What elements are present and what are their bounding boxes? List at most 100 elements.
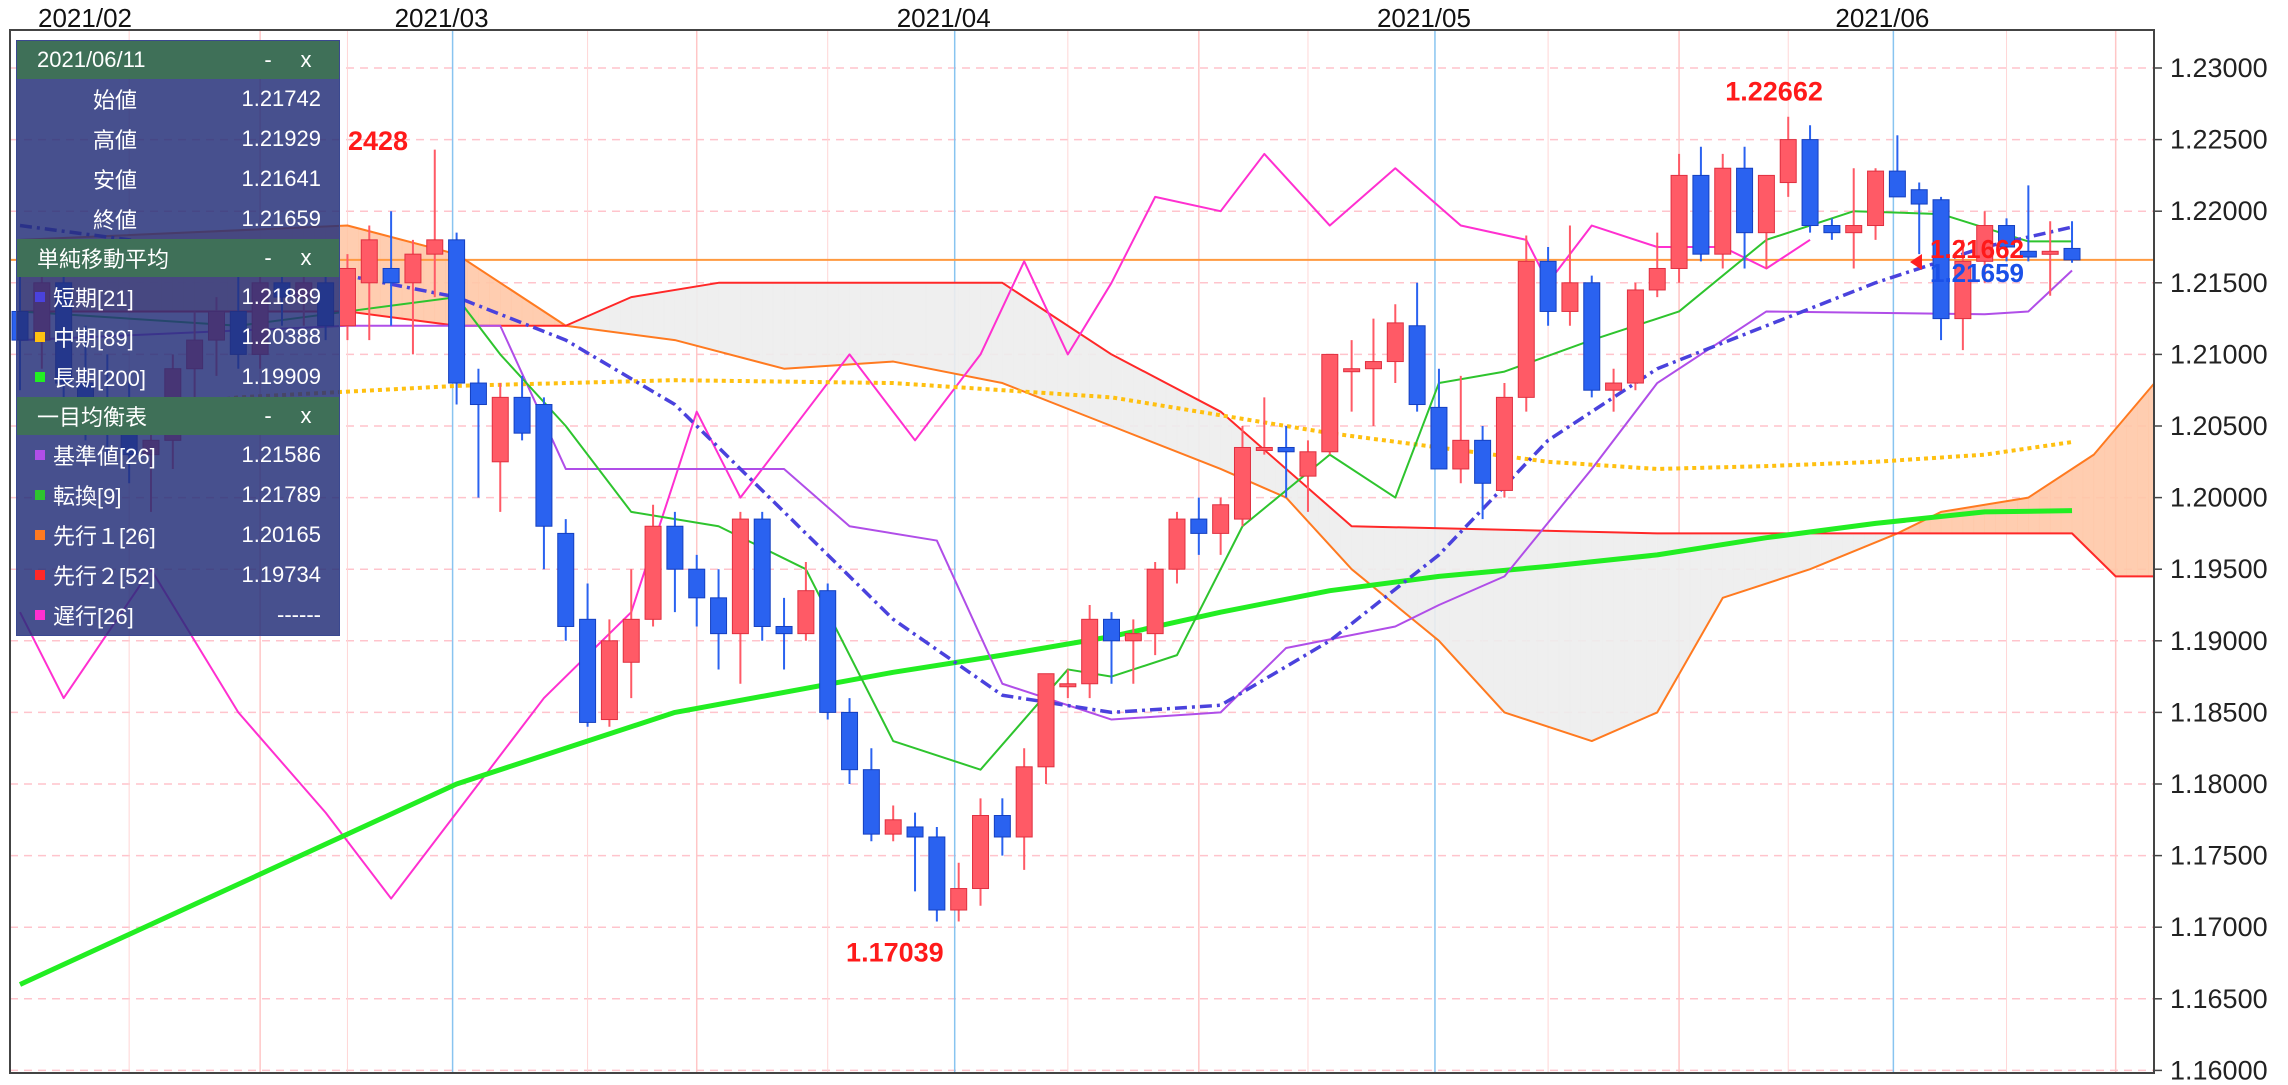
kumo-cloud-segment (707, 282, 719, 352)
kumo-cloud-segment (1766, 533, 1778, 584)
y-axis-tick-label: 1.21000 (2170, 339, 2268, 369)
sma-label: 長期[200] (53, 366, 146, 391)
senkou-a-line (19, 224, 2154, 743)
candle-body (1452, 439, 1470, 470)
candle-body (1190, 518, 1208, 534)
y-axis-tick-label: 1.16500 (2170, 984, 2268, 1014)
sma-long-line (18, 508, 2073, 987)
sma-legend-header: 単純移動平均 - x (17, 239, 339, 277)
kumo-cloud-segment (1515, 529, 1527, 720)
candle-body (972, 815, 990, 890)
kumo-cloud-segment (1558, 530, 1571, 735)
kumo-cloud-segment (2006, 499, 2018, 534)
candle-body (1976, 225, 1994, 262)
kumo-cloud-segment (1646, 532, 1658, 718)
kumo-cloud-segment (1547, 530, 1560, 731)
ichimoku-label: 先行１[26] (53, 524, 156, 549)
candle-body (1910, 189, 1928, 205)
sma-short-line (19, 223, 2073, 715)
candle-body (862, 769, 880, 835)
ichimoku-value: 1.21789 (241, 482, 321, 507)
sma-minimize-button[interactable]: - (264, 245, 272, 270)
kumo-cloud-segment (2082, 454, 2095, 556)
kumo-cloud-segment (1984, 502, 1996, 534)
sma-label: 短期[21] (53, 286, 134, 311)
ichimoku-value: 1.21586 (241, 442, 321, 467)
sma-rows: 短期[21] 1.21889 中期[89] 1.20388 長期[200] 1.19909 (17, 277, 339, 397)
candle-body (928, 836, 946, 911)
y-axis-tick-label: 1.22000 (2170, 196, 2268, 226)
ichimoku-value: 1.20165 (241, 522, 321, 547)
candle-body (1037, 673, 1055, 768)
candle-body (1583, 282, 1601, 391)
candle-body (1321, 353, 1339, 453)
kumo-cloud-segment (2115, 415, 2127, 577)
sma-close-button[interactable]: x (300, 245, 312, 270)
kumo-cloud-segment (2093, 440, 2106, 567)
kumo-cloud-segment (1154, 376, 1167, 448)
kumo-cloud-segment (1624, 532, 1636, 728)
indicator-legend-panel: 2021/06/11 - x 始値 1.21742 高値 1.21929 安値 1.216… (16, 40, 340, 636)
candle-body (731, 518, 749, 635)
kumo-cloud-segment (1460, 528, 1472, 678)
kumo-cloud-segment (1962, 506, 1975, 534)
candle-body (1605, 382, 1623, 391)
sma-value: 1.19909 (241, 364, 321, 389)
ohlc-minimize-button[interactable]: - (264, 47, 272, 72)
candle-body (1495, 396, 1513, 491)
kumo-cloud-segment (1143, 371, 1156, 444)
kumo-cloud-segment (914, 282, 927, 369)
kumo-cloud-segment (1122, 359, 1134, 436)
candle-body (841, 711, 859, 771)
candle-body (1626, 289, 1644, 384)
ichimoku-value: ------ (277, 602, 321, 627)
candle-body (1233, 446, 1251, 520)
kumo-cloud-segment (1427, 527, 1440, 642)
last-price-arrow (1910, 254, 1922, 270)
candle-body (1277, 446, 1295, 453)
candle-body (360, 239, 378, 284)
kumo-cloud-segment (936, 282, 949, 373)
y-axis-tick-label: 1.20000 (2170, 483, 2268, 513)
kumo-cloud-segment (423, 245, 436, 324)
kumo-cloud-segment (674, 287, 687, 344)
y-axis-tick-label: 1.23000 (2170, 53, 2268, 83)
kumo-cloud-segment (805, 282, 818, 368)
ohlc-label: 安値 (93, 168, 138, 193)
candle-body (1648, 267, 1666, 291)
kumo-cloud-segment (1384, 526, 1396, 606)
x-axis-month-label: 2021/06 (1835, 3, 1929, 33)
ichimoku-close-button[interactable]: x (300, 403, 312, 428)
kumo-cloud-segment (1176, 388, 1189, 457)
kumo-cloud-segment (1536, 530, 1549, 728)
kumo-cloud-segment (827, 282, 839, 367)
ichimoku-row: 転換[9] 1.21789 (17, 475, 339, 515)
kumo-cloud-segment (2104, 428, 2116, 578)
candle-body (1954, 260, 1972, 320)
ohlc-close-button[interactable]: x (300, 47, 312, 72)
candle-body (448, 239, 466, 384)
y-axis-tick-label: 1.16000 (2170, 1055, 2268, 1080)
sma-row: 長期[200] 1.19909 (17, 357, 339, 397)
y-axis-tick-label: 1.18000 (2170, 769, 2268, 799)
kumo-cloud-segment (1034, 303, 1047, 401)
kumo-cloud-segment (685, 286, 698, 347)
x-axis-month-label: 2021/02 (38, 3, 132, 33)
kumo-cloud-segment (1471, 528, 1483, 690)
candle-body (579, 618, 597, 723)
ohlc-row: 始値 1.21742 (17, 79, 339, 119)
candle-body (688, 568, 706, 599)
kumo-cloud-segment (1613, 532, 1625, 732)
kumo-cloud-segment (1078, 332, 1090, 418)
kumo-cloud-segment (1504, 529, 1516, 717)
candle-body (1103, 618, 1120, 642)
ichimoku-minimize-button[interactable]: - (264, 403, 272, 428)
candle-body (1059, 683, 1077, 688)
ichimoku-swatch (35, 490, 45, 500)
kumo-cloud-segment (1635, 532, 1647, 723)
candle-body (491, 396, 509, 463)
candle-body (1801, 139, 1819, 227)
kumo-cloud-segment (772, 282, 785, 370)
